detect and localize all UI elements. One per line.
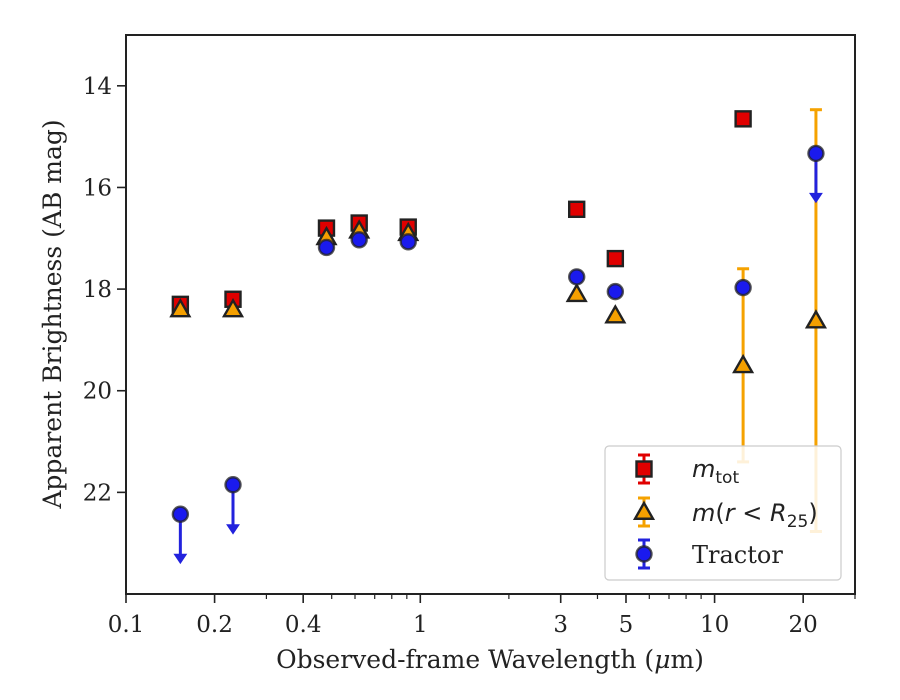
point-mtot [734,110,752,128]
legend-label-mtot: mtot [692,455,739,488]
legend-box [604,445,842,581]
point-tractor [734,278,752,297]
plot-marks [169,108,828,565]
legend-marker-mtot [635,460,653,478]
x-tick-label: 3 [553,612,568,638]
x-axis-ticks: 0.1 0.2 0.4 1 3 5 10 20 [108,594,856,638]
point-tractor [224,476,242,494]
point-tractor [399,233,417,251]
upper-limit-tractor-head [173,553,188,565]
point-tractor [350,231,368,249]
point-mr25 [169,297,192,318]
x-tick-label: 5 [619,612,634,638]
x-tick-label: 0.1 [108,612,145,638]
x-tick-label: 10 [700,612,729,638]
x-tick-label: 1 [413,612,428,638]
point-mr25 [732,353,755,374]
plot-frame [125,34,856,595]
y-tick-label: 20 [83,379,112,405]
x-axis-title: Observed-frame Wavelength (μm) [276,645,704,674]
x-tick-label: 0.4 [285,612,322,638]
point-mtot [568,200,586,219]
point-mr25 [221,297,245,318]
point-mr25 [804,309,828,329]
legend-label-tractor: Tractor [692,541,783,569]
y-axis-title: Apparent Brightness (AB mag) [38,119,67,509]
y-tick-label: 18 [83,277,112,303]
legend-marker-tractor [635,545,653,563]
legend-label-mr25: m(r < R25) [692,499,818,532]
x-tick-label: 20 [789,612,818,638]
y-tick-label: 16 [83,175,112,201]
point-tractor [807,144,825,163]
point-mr25 [565,282,588,303]
y-axis-ticks: 14 16 18 20 22 [83,74,126,506]
upper-limit-tractor-head [226,524,240,535]
y-tick-label: 14 [83,74,112,100]
point-tractor [171,505,190,523]
point-tractor [317,238,336,257]
y-tick-label: 22 [83,480,112,506]
point-mr25 [604,304,627,324]
point-tractor [606,282,625,301]
point-mtot [606,249,625,268]
legend-marker-mr25 [632,500,656,520]
legend: mtot m(r < R25) Tractor [604,445,842,581]
upper-limit-tractor-head [809,192,823,204]
point-tractor [568,268,586,286]
x-tick-label: 0.2 [196,612,233,638]
